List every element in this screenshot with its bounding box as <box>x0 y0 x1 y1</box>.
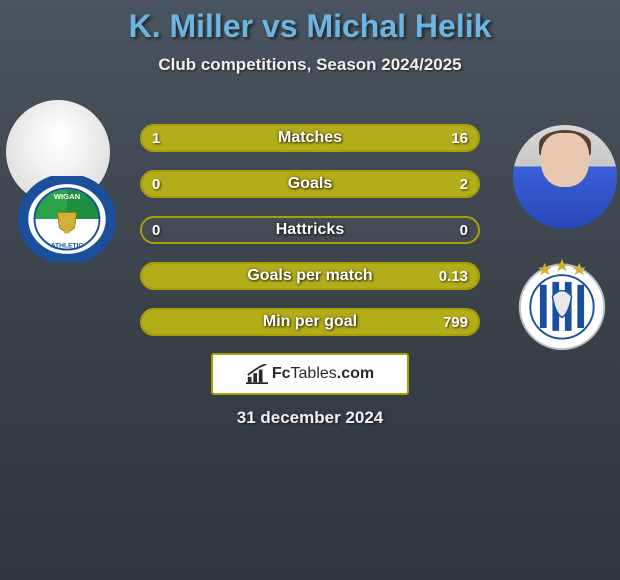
stat-value-left: 1 <box>152 130 160 147</box>
stat-label: Goals <box>288 175 332 193</box>
stat-value-right: 16 <box>451 130 468 147</box>
stat-row-goals-per-match: Goals per match 0.13 <box>140 262 480 290</box>
stat-label: Hattricks <box>276 221 344 239</box>
stat-value-right: 0.13 <box>439 268 468 285</box>
stat-row-matches: 1 Matches 16 <box>140 124 480 152</box>
logo-com: .com <box>337 365 374 382</box>
logo-tables: Tables <box>291 365 337 382</box>
page-title: K. Miller vs Michal Helik <box>0 8 620 45</box>
svg-text:ATHLETIC: ATHLETIC <box>51 243 84 250</box>
logo-fc: Fc <box>272 365 291 382</box>
stat-row-min-per-goal: Min per goal 799 <box>140 308 480 336</box>
player-right-photo <box>513 125 617 229</box>
fctables-logo-text: FcTables.com <box>272 365 374 383</box>
stat-row-goals: 0 Goals 2 <box>140 170 480 198</box>
club-badge-left: WIGAN ATHLETIC <box>18 176 116 262</box>
stat-value-right: 0 <box>460 222 468 239</box>
stat-row-hattricks: 0 Hattricks 0 <box>140 216 480 244</box>
stat-label: Min per goal <box>263 313 357 331</box>
stats-container: 1 Matches 16 0 Goals 2 0 Hattricks 0 Goa… <box>140 124 480 354</box>
comparison-card: K. Miller vs Michal Helik Club competiti… <box>0 0 620 580</box>
stat-label: Goals per match <box>247 267 372 285</box>
date-label: 31 december 2024 <box>0 408 620 428</box>
stat-value-right: 799 <box>443 314 468 331</box>
subtitle: Club competitions, Season 2024/2025 <box>0 55 620 75</box>
chart-icon <box>246 364 268 384</box>
stat-value-right: 2 <box>460 176 468 193</box>
club-badge-right <box>514 256 610 352</box>
stat-value-left: 0 <box>152 176 160 193</box>
stat-value-left: 0 <box>152 222 160 239</box>
svg-text:WIGAN: WIGAN <box>54 192 80 201</box>
stat-label: Matches <box>278 129 342 147</box>
fctables-link[interactable]: FcTables.com <box>211 353 409 395</box>
